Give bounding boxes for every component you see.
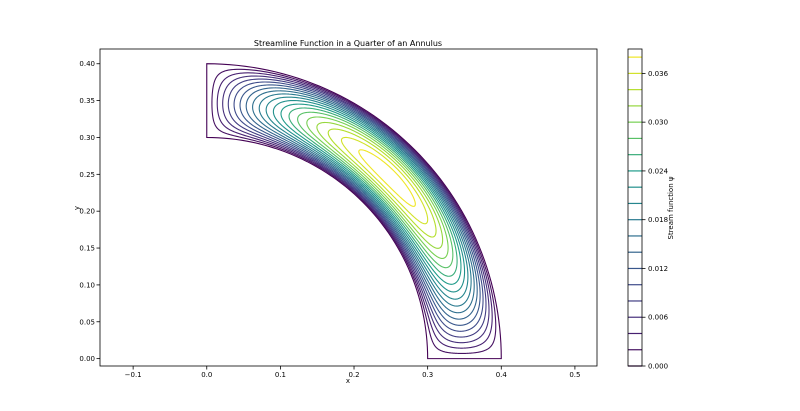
plot-frame: [99, 48, 598, 367]
colorbar-frame: [627, 48, 643, 367]
contour-level-4: [227, 78, 487, 338]
x-tick-label: −0.1: [125, 371, 142, 379]
contour-level-15: [306, 116, 449, 259]
contour-level-2: [216, 72, 493, 349]
y-tick-label: 0.40: [79, 60, 95, 68]
contour-level-0: [206, 63, 502, 360]
x-tick-label: 0.1: [275, 371, 286, 379]
contour-level-10: [265, 96, 469, 300]
contour-level-6: [239, 84, 481, 326]
contour-lines: [206, 63, 502, 360]
contour-level-11: [272, 99, 466, 293]
contour-level-17: [327, 128, 437, 238]
x-tick-label: 0.0: [201, 371, 212, 379]
colorbar-tick-label: 0.000: [648, 363, 668, 371]
y-tick-label: 0.15: [79, 245, 95, 253]
contour-level-5: [233, 81, 484, 332]
colorbar-tick-label: 0.036: [648, 70, 669, 78]
contour-level-7: [245, 87, 478, 320]
contour-level-9: [258, 93, 472, 307]
colorbar-tick-label: 0.030: [648, 119, 668, 127]
contour-level-18: [340, 136, 429, 225]
x-tick-label: 0.2: [348, 371, 359, 379]
colorbar-label: Stream function ψ: [667, 176, 675, 239]
contour-level-3: [222, 75, 490, 344]
colorbar-tick-label: 0.006: [648, 314, 669, 322]
x-axis-label: x: [346, 377, 350, 385]
x-tick-label: 0.5: [569, 371, 580, 379]
colorbar-tick-label: 0.018: [648, 216, 668, 224]
contour-level-14: [297, 111, 454, 269]
y-tick-label: 0.05: [79, 318, 95, 326]
y-tick-label: 0.00: [79, 355, 95, 363]
x-tick-label: 0.4: [496, 371, 508, 379]
y-tick-label: 0.30: [79, 134, 95, 142]
chart-title: Streamline Function in a Quarter of an A…: [254, 39, 442, 48]
x-axis: −0.1 0.0 0.1 0.2 0.3 0.4 0.5: [125, 366, 580, 379]
y-tick-label: 0.25: [79, 171, 95, 179]
contour-level-19: [358, 149, 416, 207]
contour-level-13: [288, 107, 458, 277]
colorbar: 0.000 0.006 0.012 0.018 0.024 0.030 0.036: [627, 48, 669, 371]
colorbar-tick-label: 0.012: [648, 265, 668, 273]
y-axis-label: y: [73, 206, 81, 210]
contour-level-8: [252, 90, 475, 314]
contour-level-1: [211, 68, 497, 354]
y-tick-label: 0.20: [79, 208, 95, 216]
contour-level-16: [316, 121, 444, 249]
x-tick-label: 0.3: [422, 371, 433, 379]
y-tick-label: 0.10: [79, 281, 95, 289]
y-axis: 0.00 0.05 0.10 0.15 0.20 0.25 0.30 0.35 0.40: [79, 60, 100, 363]
y-tick-label: 0.35: [79, 97, 95, 105]
colorbar-tick-label: 0.024: [648, 167, 669, 175]
contour-level-12: [280, 103, 462, 285]
